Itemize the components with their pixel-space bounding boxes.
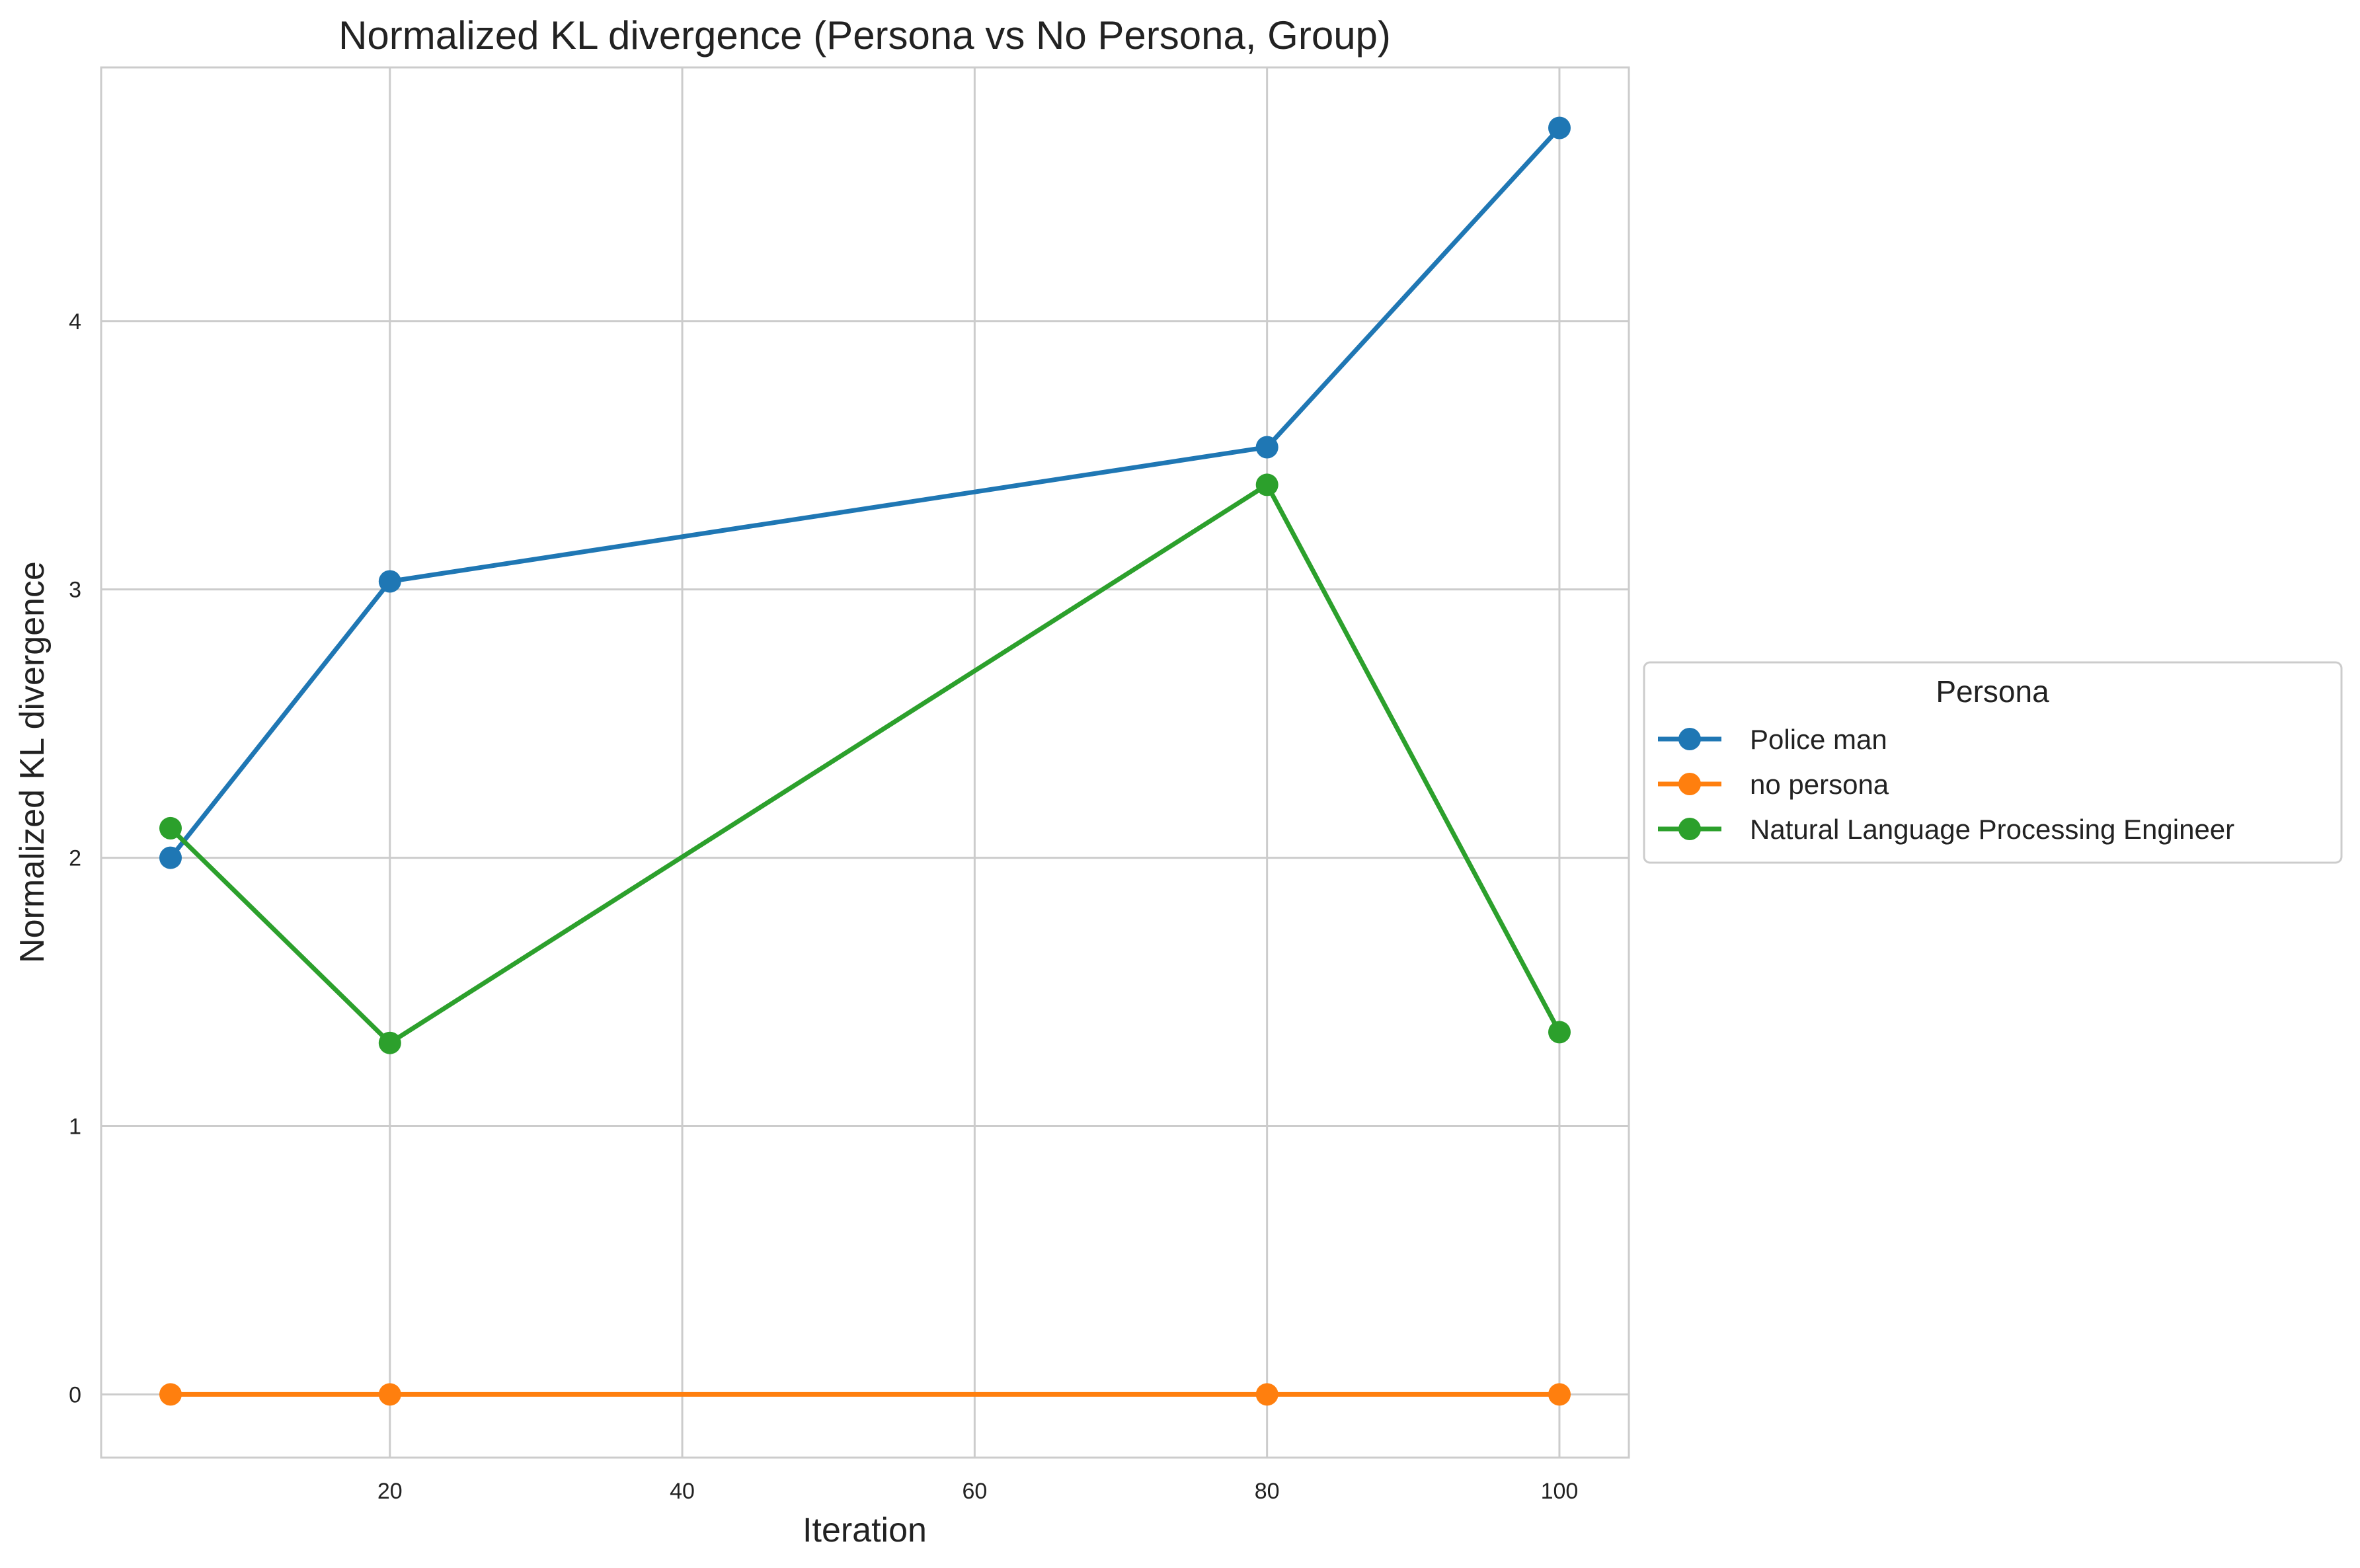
y-tick-label: 4 [69,309,81,334]
data-point [159,816,182,840]
legend-item: no persona [1658,769,1889,800]
data-point [378,1383,401,1406]
y-axis-label: Normalized KL divergence [13,561,52,963]
legend-item: Police man [1658,724,1887,755]
series-layer [159,116,1571,1406]
series-group [159,116,1571,869]
tick-labels: 20 40 60 80 100 0 1 2 3 4 [69,309,1578,1504]
legend-box [1643,661,2343,864]
x-tick-label: 40 [670,1479,695,1504]
series-group [159,1383,1571,1406]
data-point [1548,1383,1571,1406]
data-point [1255,1383,1278,1406]
legend: Persona Police man no persona Natural Lang… [1643,661,2343,864]
x-tick-label: 80 [1255,1479,1280,1504]
x-axis-label: Iteration [803,1511,927,1549]
x-tick-label: 20 [377,1479,403,1504]
y-tick-label: 0 [69,1382,81,1407]
legend-label: Natural Language Processing Engineer [1750,814,2234,845]
series-line [168,482,1562,1046]
chart-title: Normalized KL divergence (Persona vs No … [338,13,1391,58]
legend-label: no persona [1750,769,1889,800]
data-point [159,1383,182,1406]
data-point [378,570,401,593]
legend-item: Natural Language Processing Engineer [1658,814,2234,845]
legend-items: Police man no persona Natural Language Pro… [1658,724,2234,845]
legend-title: Persona [1936,674,2049,709]
legend-swatch-marker [1678,773,1701,795]
data-point [1548,1021,1571,1044]
legend-swatch-marker [1678,728,1701,750]
grid [101,67,1629,1458]
x-tick-label: 60 [962,1479,987,1504]
legend-swatch-marker [1678,818,1701,840]
data-point [1255,436,1278,459]
y-tick-label: 3 [69,578,81,603]
data-point [1548,116,1571,139]
series-line [168,126,1562,861]
series-group [159,473,1571,1054]
data-point [1255,473,1278,496]
data-point [159,846,182,869]
y-tick-label: 1 [69,1114,81,1139]
data-point [378,1031,401,1054]
legend-label: Police man [1750,724,1887,755]
y-tick-label: 2 [69,846,81,871]
x-tick-label: 100 [1541,1479,1579,1504]
plot-frame [100,66,1630,1459]
